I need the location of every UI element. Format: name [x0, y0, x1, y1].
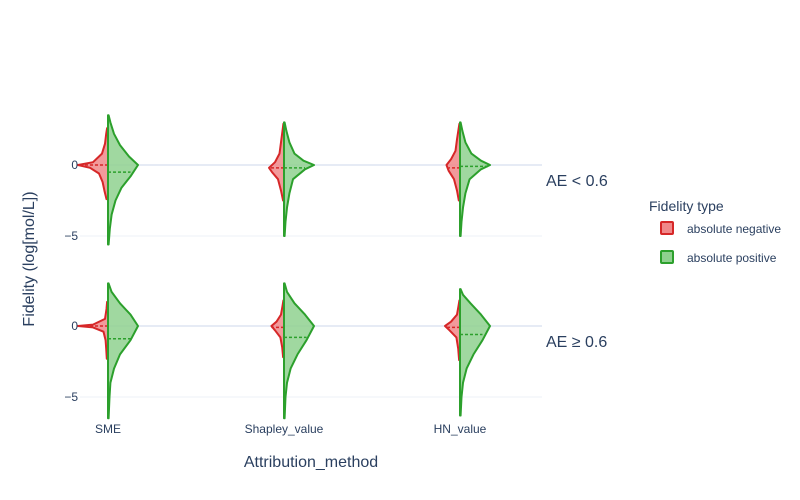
legend-item-label[interactable]: absolute positive: [687, 251, 777, 265]
violin-positive: [459, 121, 491, 237]
violin-layer: [77, 114, 491, 420]
y-tick-label: −5: [64, 229, 78, 243]
legend-title: Fidelity type: [649, 198, 724, 214]
facet-label: AE ≥ 0.6: [546, 334, 607, 351]
violin-positive: [107, 282, 139, 420]
violin-positive: [459, 288, 491, 417]
y-tick-label: −5: [64, 390, 78, 404]
x-tick-label: SME: [95, 422, 121, 436]
legend-swatch[interactable]: [660, 250, 674, 264]
legend-swatch[interactable]: [660, 221, 674, 235]
violin-negative: [77, 300, 109, 360]
facet-label: AE < 0.6: [546, 173, 608, 190]
y-tick-label: 0: [71, 158, 78, 172]
violin-negative: [77, 127, 109, 201]
violin-negative: [445, 122, 461, 202]
y-tick-label: 0: [71, 319, 78, 333]
facet-layer: AE < 0.6 AE ≥ 0.6: [546, 173, 608, 351]
legend: Fidelity type absolute negative absolute …: [649, 198, 781, 265]
tick-layer: 0 −5 0 −5 SME Shapley_value HN_value: [64, 158, 486, 436]
x-tick-label: Shapley_value: [245, 422, 324, 436]
violin-negative: [268, 122, 285, 202]
violin-positive: [107, 114, 139, 246]
violin-negative: [444, 299, 461, 362]
x-axis-title: Attribution_method: [244, 454, 378, 471]
y-axis-title: Fidelity (log[mol/L]): [21, 191, 38, 326]
grid-layer: [80, 164, 542, 398]
violin-positive: [283, 121, 315, 237]
violin-negative: [270, 299, 285, 359]
x-tick-label: HN_value: [434, 422, 487, 436]
violin-positive: [283, 282, 315, 420]
legend-item-label[interactable]: absolute negative: [687, 222, 781, 236]
